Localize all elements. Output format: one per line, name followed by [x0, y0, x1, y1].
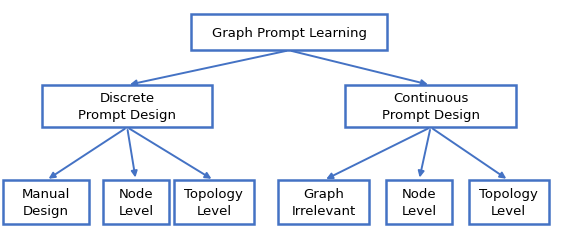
FancyBboxPatch shape [3, 180, 89, 224]
Text: Graph Prompt Learning: Graph Prompt Learning [212, 26, 366, 39]
FancyBboxPatch shape [469, 180, 549, 224]
FancyBboxPatch shape [191, 15, 387, 51]
Text: Manual
Design: Manual Design [22, 187, 71, 217]
FancyBboxPatch shape [174, 180, 254, 224]
Text: Continuous
Prompt Design: Continuous Prompt Design [381, 92, 480, 122]
Text: Topology
Level: Topology Level [479, 187, 538, 217]
Text: Node
Level: Node Level [118, 187, 153, 217]
FancyBboxPatch shape [346, 86, 516, 128]
FancyBboxPatch shape [278, 180, 369, 224]
Text: Graph
Irrelevant: Graph Irrelevant [291, 187, 356, 217]
FancyBboxPatch shape [103, 180, 169, 224]
Text: Topology
Level: Topology Level [184, 187, 243, 217]
Text: Discrete
Prompt Design: Discrete Prompt Design [78, 92, 176, 122]
FancyBboxPatch shape [386, 180, 452, 224]
Text: Node
Level: Node Level [402, 187, 436, 217]
FancyBboxPatch shape [42, 86, 213, 128]
